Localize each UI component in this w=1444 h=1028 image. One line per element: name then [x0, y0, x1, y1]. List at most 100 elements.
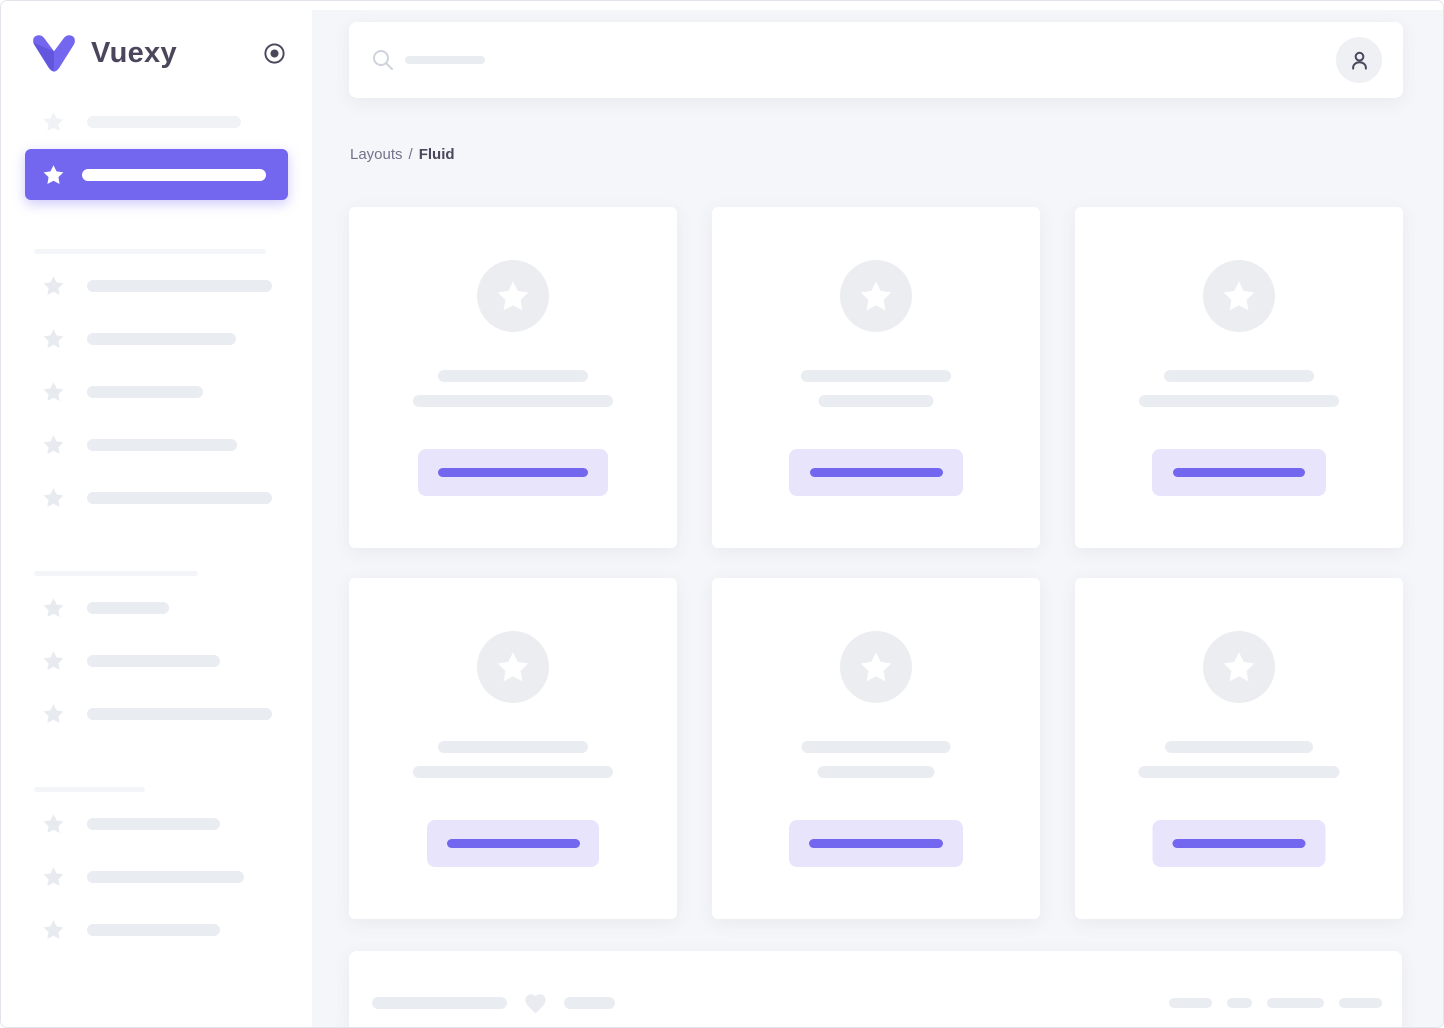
star-icon [1223, 280, 1255, 310]
sidebar-header: Vuexy [1, 1, 312, 75]
sidebar-item-label-skeleton [87, 708, 272, 720]
card-media-circle [1203, 631, 1275, 703]
sidebar-item[interactable] [41, 702, 312, 726]
card-button-label-skeleton [1172, 839, 1306, 848]
sidebar-item[interactable] [41, 380, 312, 404]
breadcrumb-current-page: Fluid [418, 146, 455, 163]
footer [349, 951, 1402, 1027]
card-subtitle-skeleton [413, 766, 613, 778]
sidebar-item-label-skeleton [87, 871, 244, 883]
star-icon [43, 112, 64, 131]
card-subtitle-skeleton [1139, 395, 1339, 407]
app-title: Vuexy [91, 36, 177, 69]
star-icon [43, 867, 64, 886]
card-media-circle [477, 260, 549, 332]
card-action-button[interactable] [789, 820, 963, 867]
sidebar-item-label-skeleton [87, 655, 220, 667]
star-icon [860, 651, 892, 681]
star-icon [497, 280, 529, 310]
star-icon [1223, 651, 1255, 681]
card-subtitle-skeleton [1138, 766, 1340, 778]
star-icon [860, 280, 892, 310]
content-card [1075, 578, 1403, 919]
star-icon [43, 276, 64, 295]
footer-text-skeleton [1267, 998, 1324, 1008]
sidebar-item[interactable] [41, 433, 312, 457]
footer-right [1169, 998, 1382, 1008]
sidebar-item-label-skeleton [82, 168, 266, 181]
sidebar-pin-toggle[interactable] [263, 42, 286, 65]
sidebar-item[interactable] [25, 149, 288, 200]
sidebar-item[interactable] [41, 596, 312, 620]
sidebar-item[interactable] [41, 274, 312, 298]
star-icon [43, 598, 64, 617]
card-button-label-skeleton [446, 839, 580, 848]
card-button-label-skeleton [1173, 468, 1305, 477]
sidebar-item-label-skeleton [87, 333, 236, 345]
star-icon [43, 329, 64, 348]
sidebar-section-divider [34, 571, 198, 576]
sidebar-section-divider [34, 787, 145, 792]
card-action-button[interactable] [1152, 820, 1326, 867]
sidebar-item-label-skeleton [87, 602, 169, 614]
sidebar-item[interactable] [41, 327, 312, 351]
breadcrumb-separator: / [408, 146, 413, 163]
sidebar-item-label-skeleton [87, 116, 241, 128]
search-placeholder-skeleton [405, 56, 485, 64]
star-icon [43, 704, 64, 723]
breadcrumb: Layouts / Fluid [350, 146, 455, 163]
user-icon [1351, 51, 1367, 70]
card-subtitle-skeleton [413, 395, 613, 407]
card-title-skeleton [1165, 741, 1313, 753]
sidebar-item-label-skeleton [87, 924, 220, 936]
card-title-skeleton [438, 741, 588, 753]
sidebar-item-label-skeleton [87, 439, 237, 451]
card-subtitle-skeleton [818, 395, 934, 407]
card-action-button[interactable] [427, 820, 599, 867]
star-icon [43, 382, 64, 401]
radio-checked-icon [264, 42, 285, 64]
sidebar-item-label-skeleton [87, 280, 272, 292]
card-media-circle [1203, 260, 1275, 332]
sidebar-item[interactable] [41, 110, 312, 134]
vuexy-logo[interactable]: Vuexy [31, 34, 177, 72]
header-bar [349, 22, 1403, 98]
footer-left [372, 990, 615, 1016]
footer-text-skeleton [564, 997, 615, 1009]
star-icon [43, 651, 64, 670]
search-icon [373, 50, 393, 70]
sidebar-section-divider [34, 249, 266, 254]
search-input[interactable] [371, 48, 1336, 72]
breadcrumb-section[interactable]: Layouts [350, 146, 403, 163]
sidebar-item[interactable] [41, 812, 312, 836]
card-title-skeleton [801, 370, 951, 382]
card-action-button[interactable] [418, 449, 608, 496]
card-subtitle-skeleton [817, 766, 935, 778]
star-icon [497, 651, 529, 681]
star-icon [43, 920, 64, 939]
sidebar-item[interactable] [41, 649, 312, 673]
sidebar-item[interactable] [41, 918, 312, 942]
footer-text-skeleton [372, 997, 507, 1009]
content-card [712, 207, 1040, 548]
sidebar-item[interactable] [41, 865, 312, 889]
footer-text-skeleton [1227, 998, 1252, 1008]
card-button-label-skeleton [809, 839, 943, 848]
heart-icon [523, 990, 548, 1016]
footer-text-skeleton [1339, 998, 1382, 1008]
content-card [349, 207, 677, 548]
content-card [349, 578, 677, 919]
card-action-button[interactable] [1152, 449, 1326, 496]
footer-text-skeleton [1169, 998, 1212, 1008]
card-action-button[interactable] [789, 449, 963, 496]
sidebar-item[interactable] [41, 486, 312, 510]
sidebar-item-label-skeleton [87, 818, 220, 830]
user-avatar-button[interactable] [1336, 37, 1382, 83]
main-content: Layouts / Fluid [312, 1, 1443, 1027]
sidebar-item-label-skeleton [87, 492, 272, 504]
vuexy-logo-icon [33, 35, 75, 72]
sidebar-item-label-skeleton [87, 386, 203, 398]
content-card [712, 578, 1040, 919]
card-title-skeleton [1164, 370, 1314, 382]
